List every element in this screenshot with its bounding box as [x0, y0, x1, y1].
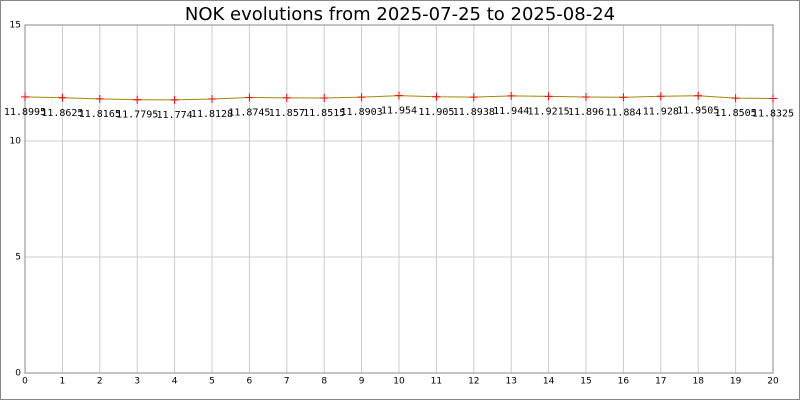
value-label: 11.905 — [418, 107, 454, 118]
chart-title: NOK evolutions from 2025-07-25 to 2025-0… — [185, 4, 615, 25]
marker — [208, 94, 216, 103]
marker — [133, 95, 142, 104]
x-tick-label: 8 — [321, 377, 327, 387]
value-label: 11.9505 — [677, 106, 719, 117]
marker — [731, 94, 740, 103]
x-tick-label: 20 — [767, 377, 779, 387]
value-label: 11.884 — [605, 107, 641, 118]
marker — [95, 94, 104, 103]
value-label: 11.896 — [568, 107, 604, 118]
x-tick-label: 1 — [60, 377, 66, 387]
marker — [694, 91, 703, 100]
value-label: 11.8128 — [191, 109, 233, 120]
marker — [544, 92, 553, 101]
y-tick-label: 5 — [15, 253, 21, 263]
x-tick-label: 16 — [618, 377, 630, 387]
y-tick-label: 10 — [10, 137, 22, 147]
marker — [469, 93, 478, 102]
marker — [282, 93, 291, 102]
marker — [432, 92, 441, 101]
value-label: 11.8505 — [715, 108, 757, 119]
marker — [656, 92, 665, 101]
value-label: 11.8325 — [752, 108, 794, 119]
value-label: 11.928 — [643, 106, 679, 117]
x-tick-label: 17 — [655, 377, 666, 387]
value-label: 11.8995 — [4, 107, 46, 118]
value-label: 11.857 — [269, 108, 305, 119]
value-label: 11.8745 — [228, 108, 270, 119]
marker — [21, 92, 29, 101]
x-tick-label: 10 — [393, 377, 405, 387]
x-tick-label: 4 — [172, 377, 178, 387]
x-tick-label: 7 — [284, 377, 290, 387]
y-tick-label: 15 — [10, 21, 21, 31]
value-label: 11.944 — [493, 106, 529, 117]
x-tick-label: 12 — [468, 377, 479, 387]
value-label: 11.774 — [157, 110, 193, 121]
value-label: 11.954 — [381, 106, 417, 117]
marker — [170, 95, 179, 104]
x-tick-label: 15 — [580, 377, 591, 387]
marker — [58, 93, 67, 102]
value-label: 11.9215 — [528, 106, 570, 117]
plot-area — [24, 24, 774, 374]
x-tick-label: 11 — [431, 377, 442, 387]
x-tick-label: 6 — [247, 377, 253, 387]
value-label: 11.8165 — [79, 109, 121, 120]
value-label: 11.8903 — [341, 107, 383, 118]
x-tick-label: 0 — [22, 377, 28, 387]
marker — [245, 93, 254, 102]
value-label: 11.8938 — [453, 107, 495, 118]
marker — [507, 91, 516, 100]
x-tick-label: 2 — [97, 377, 103, 387]
marker — [395, 91, 403, 100]
value-label: 11.8625 — [41, 108, 83, 119]
x-tick-label: 13 — [505, 377, 516, 387]
x-tick-label: 14 — [543, 377, 555, 387]
x-tick-label: 9 — [359, 377, 365, 387]
marker — [769, 94, 777, 103]
x-tick-label: 19 — [730, 377, 742, 387]
marker — [619, 93, 628, 102]
y-tick-label: 0 — [15, 369, 21, 379]
value-label: 11.8515 — [303, 108, 345, 119]
x-tick-label: 3 — [134, 377, 140, 387]
marker — [357, 93, 366, 102]
value-label: 11.7795 — [116, 110, 158, 121]
marker — [320, 94, 329, 103]
x-tick-label: 5 — [209, 377, 215, 387]
x-tick-label: 18 — [692, 377, 704, 387]
marker — [582, 93, 590, 102]
